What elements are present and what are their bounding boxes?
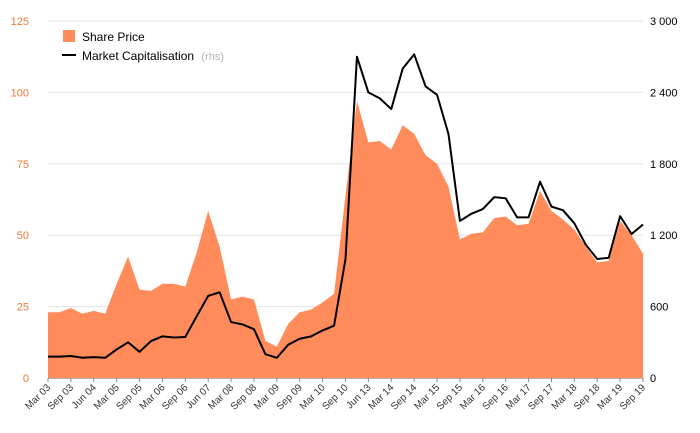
left-tick-label: 50 bbox=[17, 230, 29, 242]
left-tick-label: 125 bbox=[11, 16, 29, 28]
market-cap-line-layer bbox=[48, 53, 644, 359]
share-price-area bbox=[48, 100, 643, 378]
market-cap-line bbox=[48, 53, 644, 359]
legend-label-market-cap: Market Capitalisation (rhs) bbox=[82, 49, 224, 63]
legend-label-market-cap-suffix: (rhs) bbox=[201, 51, 224, 63]
right-tick-label: 3 000 bbox=[650, 16, 678, 28]
right-tick-label: 1 800 bbox=[650, 159, 678, 171]
x-tick-label: Sep 03 bbox=[46, 382, 76, 412]
left-tick-label: 75 bbox=[17, 159, 29, 171]
x-tick-label: Sep 10 bbox=[320, 382, 350, 412]
share-price-area-layer bbox=[48, 100, 643, 378]
x-tick-label: Sep 06 bbox=[160, 382, 190, 412]
left-axis: 0 25 50 75 100 125 bbox=[11, 16, 29, 385]
left-tick-label: 25 bbox=[17, 302, 29, 314]
right-tick-label: 1 200 bbox=[650, 230, 678, 242]
legend-label-market-cap-name: Market Capitalisation bbox=[82, 49, 194, 63]
left-tick-label: 0 bbox=[23, 373, 29, 385]
right-axis: 0 600 1 200 1 800 2 400 3 000 bbox=[650, 16, 678, 385]
legend: Share Price Market Capitalisation (rhs) bbox=[62, 30, 224, 63]
right-tick-label: 2 400 bbox=[650, 87, 678, 99]
legend-label-share-price: Share Price bbox=[82, 30, 145, 44]
left-tick-label: 100 bbox=[11, 87, 29, 99]
legend-swatch-share-price bbox=[63, 30, 75, 42]
right-tick-label: 0 bbox=[650, 373, 656, 385]
right-tick-label: 600 bbox=[650, 302, 668, 314]
x-tick-label: Sep 19 bbox=[618, 382, 648, 412]
